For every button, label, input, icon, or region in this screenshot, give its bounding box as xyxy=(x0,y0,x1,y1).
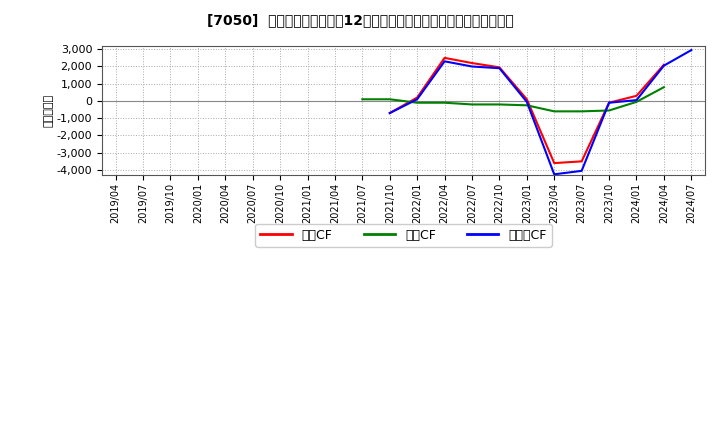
Legend: 営業CF, 投賄CF, フリーCF: 営業CF, 投賄CF, フリーCF xyxy=(256,224,552,246)
Text: [7050]  キャッシュフローの12か月移動合計の対前年同期増減額の推移: [7050] キャッシュフローの12か月移動合計の対前年同期増減額の推移 xyxy=(207,13,513,27)
Y-axis label: （百万円）: （百万円） xyxy=(44,94,54,127)
